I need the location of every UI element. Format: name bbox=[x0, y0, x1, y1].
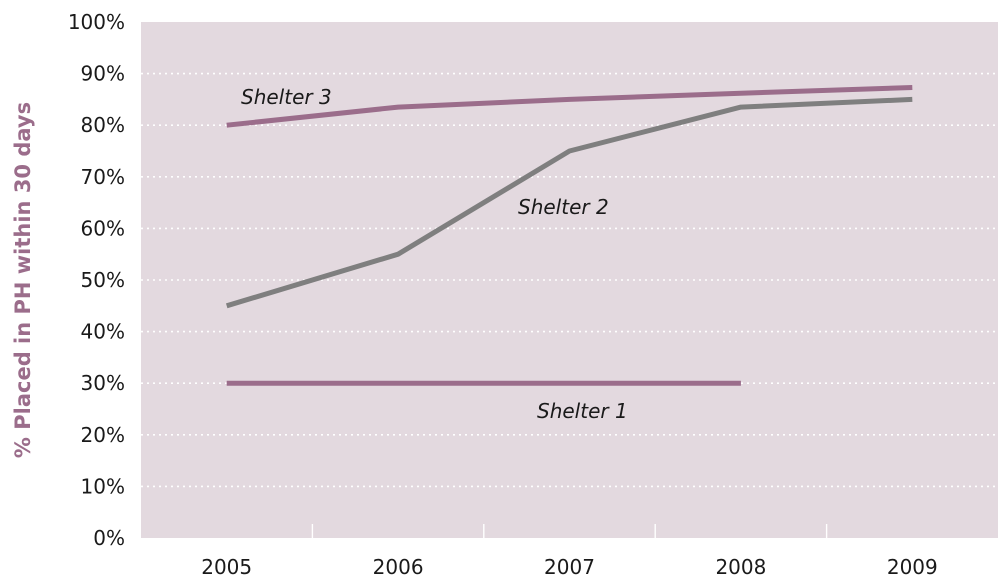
y-tick-label: 40% bbox=[81, 320, 125, 344]
series-label: Shelter 3 bbox=[241, 85, 332, 109]
x-tick-label: 2009 bbox=[887, 555, 938, 579]
series-label: Shelter 2 bbox=[518, 195, 609, 219]
x-tick-label: 2007 bbox=[544, 555, 595, 579]
y-tick-label: 80% bbox=[81, 113, 125, 137]
x-axis-ticks bbox=[311, 524, 828, 538]
x-tick-label: 2008 bbox=[715, 555, 766, 579]
series-labels: Shelter 1 Shelter 2 Shelter 3 bbox=[241, 85, 628, 423]
x-tick-label: 2005 bbox=[201, 555, 252, 579]
y-axis-tick-labels: 0% 10% 20% 30% 40% 50% 60% 70% 80% 90% 100% bbox=[68, 10, 125, 550]
x-axis-tick-labels: 2005 2006 2007 2008 2009 bbox=[201, 555, 938, 579]
series-line bbox=[226, 85, 913, 128]
y-tick-label: 10% bbox=[81, 474, 125, 498]
y-tick-label: 90% bbox=[81, 62, 125, 86]
y-tick-label: 60% bbox=[81, 216, 125, 240]
y-tick-label: 20% bbox=[81, 423, 125, 447]
gridlines bbox=[141, 72, 998, 488]
x-tick-label: 2006 bbox=[373, 555, 424, 579]
y-axis-title: % Placed in PH within 30 days bbox=[11, 102, 35, 458]
y-tick-label: 30% bbox=[81, 371, 125, 395]
y-tick-label: 70% bbox=[81, 165, 125, 189]
series-lines bbox=[225, 85, 913, 386]
series-line bbox=[225, 96, 913, 309]
y-tick-label: 50% bbox=[81, 268, 125, 292]
y-tick-label: 100% bbox=[68, 10, 125, 34]
series-label: Shelter 1 bbox=[537, 399, 628, 423]
y-tick-label: 0% bbox=[93, 526, 125, 550]
